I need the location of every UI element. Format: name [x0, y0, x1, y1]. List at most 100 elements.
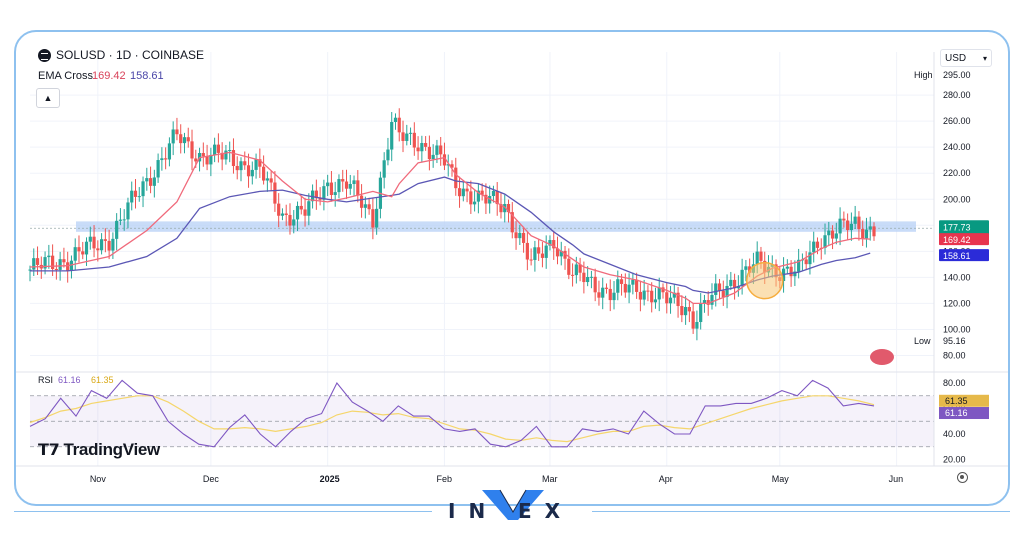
candle-body [638, 291, 642, 300]
candle-body [77, 247, 81, 252]
candle-body [861, 229, 865, 239]
candle-body [371, 209, 375, 228]
candle-body [506, 204, 511, 213]
candle-body [118, 219, 123, 221]
candle-body [133, 190, 138, 197]
time-tick-label: Feb [436, 474, 452, 484]
high-label: High [914, 70, 933, 80]
candle-body [804, 259, 808, 265]
candle-body [717, 283, 722, 291]
brand-name-right: EX [518, 499, 574, 523]
highlight-circle [745, 261, 784, 300]
candle-body [672, 292, 676, 298]
time-tick-label: Apr [659, 474, 673, 484]
candle-body [815, 241, 820, 248]
rsi-tick-label: 20.00 [943, 455, 966, 465]
candle-body [446, 164, 450, 166]
price-tick-label: 260.00 [943, 116, 971, 126]
tradingview-logo-text: TradingView [63, 440, 160, 459]
time-tick-label: Dec [203, 474, 220, 484]
time-tick-label: Nov [90, 474, 107, 484]
solana-icon [38, 49, 51, 62]
candle-body [280, 213, 285, 216]
candle-body [277, 203, 281, 216]
candle-body [62, 259, 66, 263]
candle-body [156, 160, 160, 178]
price-tick-label: 80.00 [943, 351, 966, 361]
candle-body [457, 188, 462, 197]
candle-body [284, 213, 288, 215]
candle-body [175, 129, 179, 135]
candle-body [812, 241, 816, 253]
chevron-down-icon: ▾ [982, 54, 987, 63]
candle-body [710, 294, 714, 305]
candle-body [99, 239, 104, 251]
candle-body [190, 141, 194, 159]
collapse-legend-button[interactable]: ▲ [36, 88, 60, 108]
candle-body [849, 223, 853, 231]
candle-body [164, 158, 168, 160]
candle-body [601, 287, 605, 298]
ema-fast-tag [939, 233, 989, 246]
candle-body [593, 276, 597, 293]
candle-body [857, 216, 861, 230]
candle-body [310, 190, 315, 202]
candle-body [529, 259, 533, 261]
brand-name-left: IN [448, 499, 499, 523]
candle-body [442, 154, 447, 166]
candle-body [729, 279, 733, 286]
candle-body [827, 230, 831, 236]
candle-body [642, 290, 646, 300]
candle-body [480, 190, 484, 195]
candle-body [359, 195, 364, 208]
candle-body [28, 269, 32, 271]
candle-body [213, 144, 217, 156]
candle-body [412, 132, 416, 148]
ema-slow-tag [939, 249, 989, 262]
brand-divider-right [592, 511, 1010, 512]
candle-body [186, 137, 190, 142]
candle-body [84, 241, 89, 255]
candle-body [363, 204, 367, 208]
candle-body [586, 276, 590, 283]
candle-body [552, 240, 556, 249]
candle-body [246, 165, 251, 177]
brand-divider-left [14, 511, 432, 512]
candle-body [66, 262, 70, 271]
candle-body [657, 287, 661, 300]
candle-body [744, 266, 748, 270]
candle-body [397, 117, 401, 133]
candle-body [51, 255, 55, 269]
candle-body [88, 236, 92, 242]
candle-body [785, 266, 789, 269]
settings-icon[interactable] [957, 472, 968, 483]
candle-body [265, 178, 269, 181]
candle-body [846, 220, 850, 231]
candle-body [318, 198, 322, 200]
candle-body [872, 226, 876, 237]
candle-body [740, 269, 744, 287]
candle-body [148, 178, 153, 186]
candle-body [258, 159, 262, 167]
candle-body [329, 182, 334, 196]
candle-body [691, 311, 695, 329]
price-tick-label: 140.00 [943, 272, 971, 282]
candle-body [239, 161, 243, 171]
ema-slow-tag-text: 158.61 [943, 251, 971, 261]
candle-body [390, 122, 394, 150]
candle-body [702, 300, 707, 304]
candle-body [499, 204, 503, 213]
candle-body [231, 150, 236, 166]
candle-body [416, 147, 420, 152]
candle-body [808, 252, 812, 265]
candle-body [337, 179, 341, 193]
candle-body [303, 209, 307, 216]
price-chart[interactable]: 80.00100.00120.00140.00160.00180.00200.0… [16, 32, 1010, 506]
candle-body [145, 178, 149, 182]
candle-body [582, 272, 586, 283]
candle-body [653, 299, 658, 303]
currency-select[interactable]: USD ▾ [940, 49, 992, 67]
price-tick-label: 200.00 [943, 194, 971, 204]
rsi-header-value: 61.16 [58, 375, 81, 385]
candle-body [367, 204, 371, 210]
